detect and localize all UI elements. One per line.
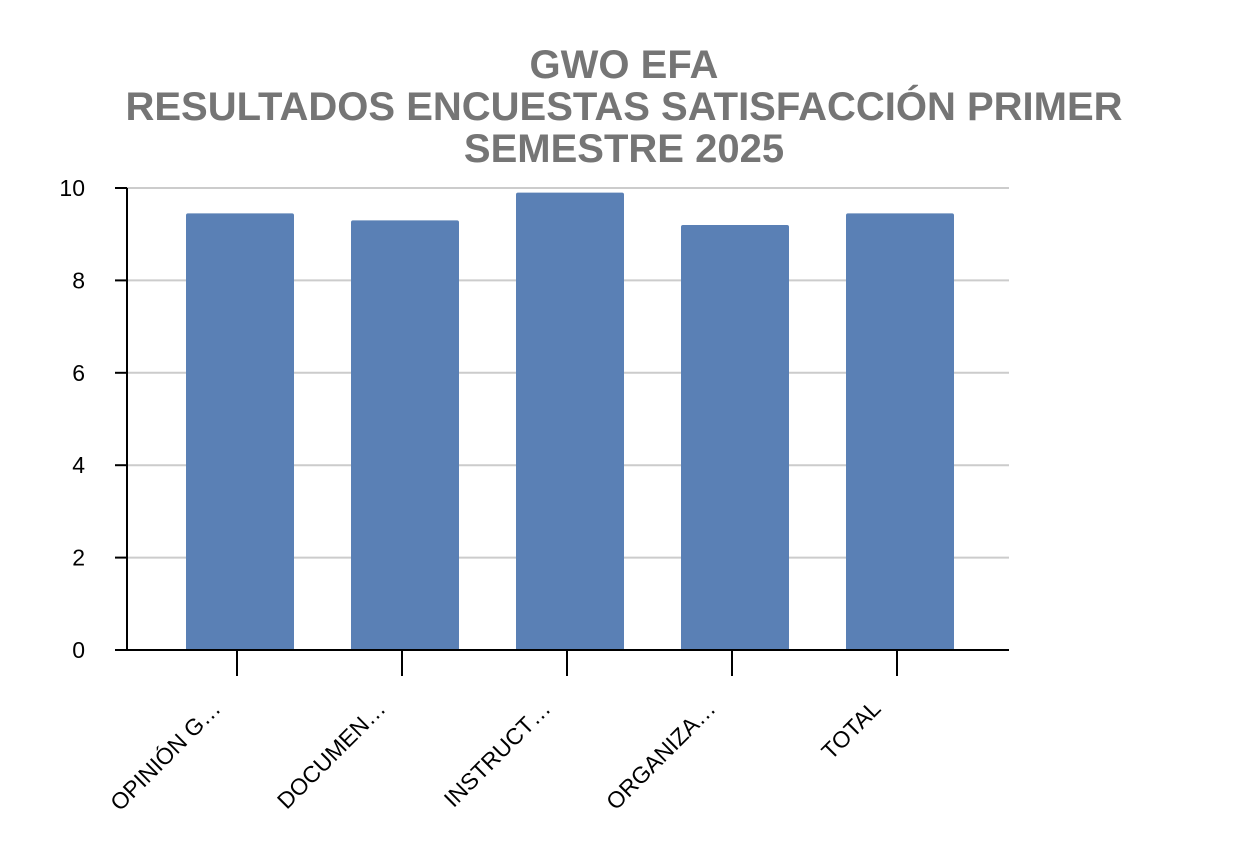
y-tick-label: 4 [72, 452, 85, 478]
x-category-label: DOCUMEN… [272, 695, 391, 814]
y-tick-label: 0 [72, 637, 85, 663]
x-category-label: OPINIÓN G… [105, 695, 225, 815]
chart-title-line-3: SEMESTRE 2025 [463, 127, 785, 171]
chart-title-line-1: GWO EFA [529, 43, 719, 87]
bar-4 [681, 224, 789, 650]
chart-title-line-2: RESULTADOS ENCUESTAS SATISFACCIÓN PRIMER [125, 85, 1123, 129]
x-category-label: ORGANIZA… [601, 695, 721, 815]
y-axis-ticks: 0 2 4 6 8 10 [59, 175, 127, 663]
chart-title: GWO EFA RESULTADOS ENCUESTAS SATISFACCIÓ… [0, 44, 1238, 170]
y-tick-label: 6 [72, 360, 85, 386]
bar-1 [186, 213, 294, 650]
bar-5 [846, 213, 954, 650]
y-tick-label: 8 [72, 267, 85, 293]
bar-2 [351, 220, 459, 650]
y-tick-label: 2 [72, 545, 85, 571]
y-tick-label: 10 [59, 175, 85, 201]
bar-3 [516, 192, 624, 650]
x-category-label: INSTRUCT… [439, 695, 556, 812]
x-axis-ticks: OPINIÓN G… DOCUMEN… INSTRUCT… ORGANIZA… TOTA… [105, 650, 898, 816]
x-category-label: TOTAL [816, 695, 885, 764]
bars [186, 192, 954, 650]
